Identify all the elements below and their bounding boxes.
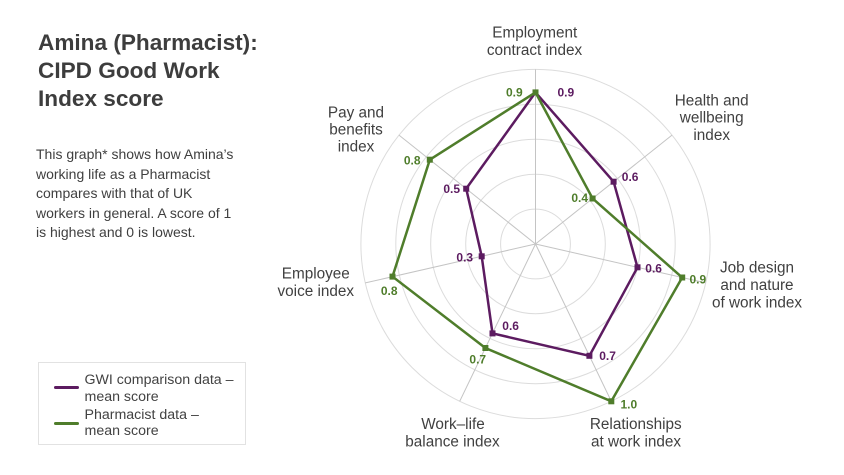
svg-text:0.5: 0.5 <box>443 182 460 196</box>
svg-text:0.6: 0.6 <box>622 170 639 184</box>
svg-text:and nature: and nature <box>720 277 793 294</box>
svg-text:Work–life: Work–life <box>421 416 484 433</box>
svg-text:Employee: Employee <box>282 265 350 282</box>
svg-text:0.3: 0.3 <box>456 250 473 264</box>
svg-text:Pay and: Pay and <box>328 105 384 122</box>
svg-text:0.7: 0.7 <box>599 349 616 363</box>
svg-text:0.9: 0.9 <box>690 273 707 287</box>
svg-text:0.6: 0.6 <box>502 319 519 333</box>
svg-text:Health and: Health and <box>675 92 749 109</box>
svg-text:index: index <box>693 127 730 144</box>
svg-text:Job design: Job design <box>720 260 794 277</box>
svg-text:contract index: contract index <box>487 42 583 59</box>
svg-text:1.0: 1.0 <box>621 398 638 412</box>
svg-text:balance index: balance index <box>405 434 500 451</box>
svg-text:voice index: voice index <box>278 283 355 300</box>
svg-text:index: index <box>338 138 375 155</box>
svg-text:0.4: 0.4 <box>571 191 588 205</box>
svg-text:at work index: at work index <box>591 434 681 451</box>
svg-text:Employment: Employment <box>492 25 578 42</box>
svg-text:of work index: of work index <box>712 294 802 311</box>
svg-text:Relationships: Relationships <box>590 416 682 433</box>
svg-text:0.6: 0.6 <box>645 261 662 275</box>
svg-text:wellbeing: wellbeing <box>679 110 744 127</box>
svg-text:0.7: 0.7 <box>469 353 486 367</box>
svg-text:0.9: 0.9 <box>558 86 575 100</box>
svg-text:0.8: 0.8 <box>381 284 398 298</box>
svg-text:benefits: benefits <box>329 121 383 138</box>
svg-text:0.8: 0.8 <box>404 154 421 168</box>
svg-text:0.9: 0.9 <box>506 86 523 100</box>
